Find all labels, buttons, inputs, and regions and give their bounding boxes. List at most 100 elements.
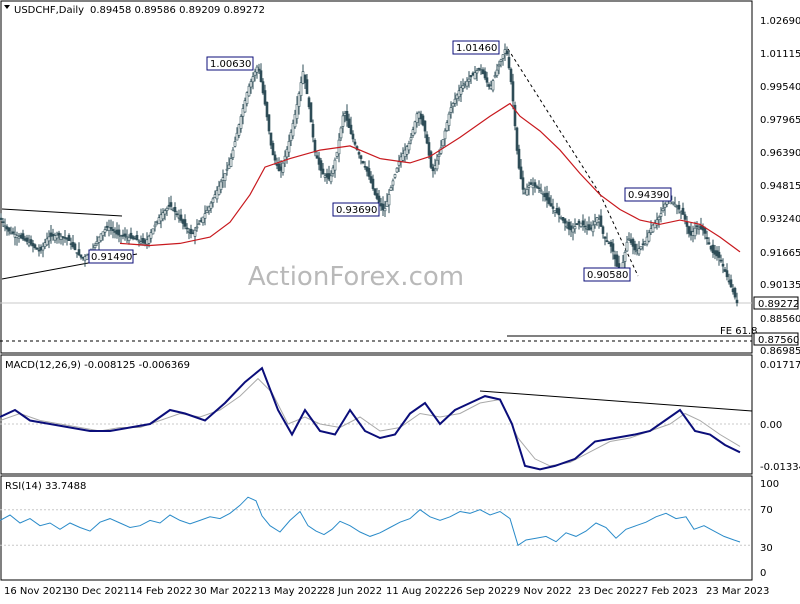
candle-body	[167, 204, 171, 207]
candle-body	[601, 226, 605, 234]
dashed-trendline-down	[507, 48, 601, 195]
candle-body	[261, 81, 265, 94]
candle-body	[47, 236, 51, 242]
rsi-label: RSI(14) 33.7488	[5, 481, 86, 492]
candle-body	[515, 127, 519, 151]
candle-body	[281, 162, 285, 173]
candle-body	[611, 243, 615, 252]
candle-body	[425, 134, 429, 144]
rsi-panel-frame	[0, 475, 753, 581]
price-label-90580: 0.90580	[583, 267, 631, 282]
candle-body	[165, 208, 169, 211]
candle-body	[587, 224, 591, 231]
candle-body	[73, 243, 77, 251]
candle-body	[721, 263, 725, 267]
rsi-tick: 0	[760, 568, 766, 579]
candle-body	[295, 104, 299, 119]
candle-body	[245, 92, 249, 104]
price-label-box	[583, 267, 631, 282]
candle-body	[63, 237, 67, 239]
candle-body	[409, 137, 413, 141]
price-series	[0, 43, 739, 307]
last-price-badge: 0.89272	[753, 296, 799, 310]
candle-body	[421, 115, 425, 126]
candle-body	[395, 167, 399, 173]
candle-body	[213, 194, 217, 198]
candle-body	[593, 221, 597, 225]
candle-body	[243, 100, 247, 113]
candle-body	[135, 235, 139, 241]
candle-body	[603, 236, 607, 239]
candle-body	[393, 174, 397, 178]
date-tick: 26 Sep 2022	[450, 586, 513, 597]
candle-body	[41, 246, 45, 251]
price-label-box	[88, 249, 134, 264]
price-label-91490: 0.91490	[88, 249, 134, 264]
candle-body	[497, 64, 501, 67]
candle-body	[651, 224, 655, 233]
candle-body	[671, 201, 675, 204]
candle-body	[67, 235, 71, 241]
candle-body	[179, 214, 183, 221]
macd-trendline	[479, 390, 753, 412]
candle-body	[347, 118, 351, 128]
candle-body	[155, 221, 159, 223]
price-label-box	[624, 187, 672, 202]
candle-body	[703, 227, 707, 234]
candle-body	[357, 152, 361, 155]
candle-body	[673, 203, 677, 207]
candle-body	[13, 234, 17, 238]
candle-body	[117, 229, 121, 236]
candle-body	[537, 187, 541, 189]
candle-body	[637, 248, 641, 255]
candle-body	[101, 231, 105, 236]
candle-body	[461, 85, 465, 89]
candle-body	[253, 71, 257, 76]
chevron-down-icon	[4, 5, 10, 9]
price-label-100630: 1.00630	[206, 56, 254, 71]
date-tick: 23 Mar 2023	[706, 586, 769, 597]
candle-body	[305, 79, 309, 95]
candle-body	[249, 81, 253, 88]
candle-body	[507, 57, 511, 69]
candle-body	[427, 142, 431, 156]
candle-body	[297, 93, 301, 107]
candle-body	[397, 161, 401, 166]
candle-body	[345, 111, 349, 121]
candle-body	[491, 80, 495, 91]
candle-body	[189, 228, 193, 234]
candle-body	[161, 212, 165, 220]
candle-body	[265, 102, 269, 118]
candle-body	[429, 151, 433, 168]
candle-body	[35, 247, 39, 250]
candle-body	[465, 80, 469, 87]
candle-body	[445, 122, 449, 131]
candle-body	[361, 161, 365, 164]
candle-body	[25, 237, 29, 242]
candle-body	[311, 124, 315, 138]
candle-body	[223, 173, 227, 181]
candle-body	[527, 185, 531, 188]
candle-body	[519, 166, 523, 179]
candle-body	[517, 148, 521, 169]
candle-body	[5, 226, 9, 230]
candle-body	[349, 124, 353, 134]
candle-body	[681, 207, 685, 215]
candle-body	[149, 232, 153, 239]
candle-body	[449, 107, 453, 113]
candle-body	[97, 236, 101, 243]
candle-body	[405, 146, 409, 155]
candle-body	[487, 84, 491, 87]
candle-body	[377, 195, 381, 203]
candle-body	[639, 246, 643, 250]
candle-body	[389, 187, 393, 191]
macd-line	[0, 366, 741, 471]
candle-body	[85, 254, 89, 260]
candle-body	[677, 204, 681, 210]
candle-body	[529, 182, 533, 185]
candle-body	[495, 69, 499, 76]
candle-body	[423, 120, 427, 132]
candle-body	[577, 220, 581, 224]
candle-body	[477, 68, 481, 70]
candle-body	[605, 240, 609, 242]
